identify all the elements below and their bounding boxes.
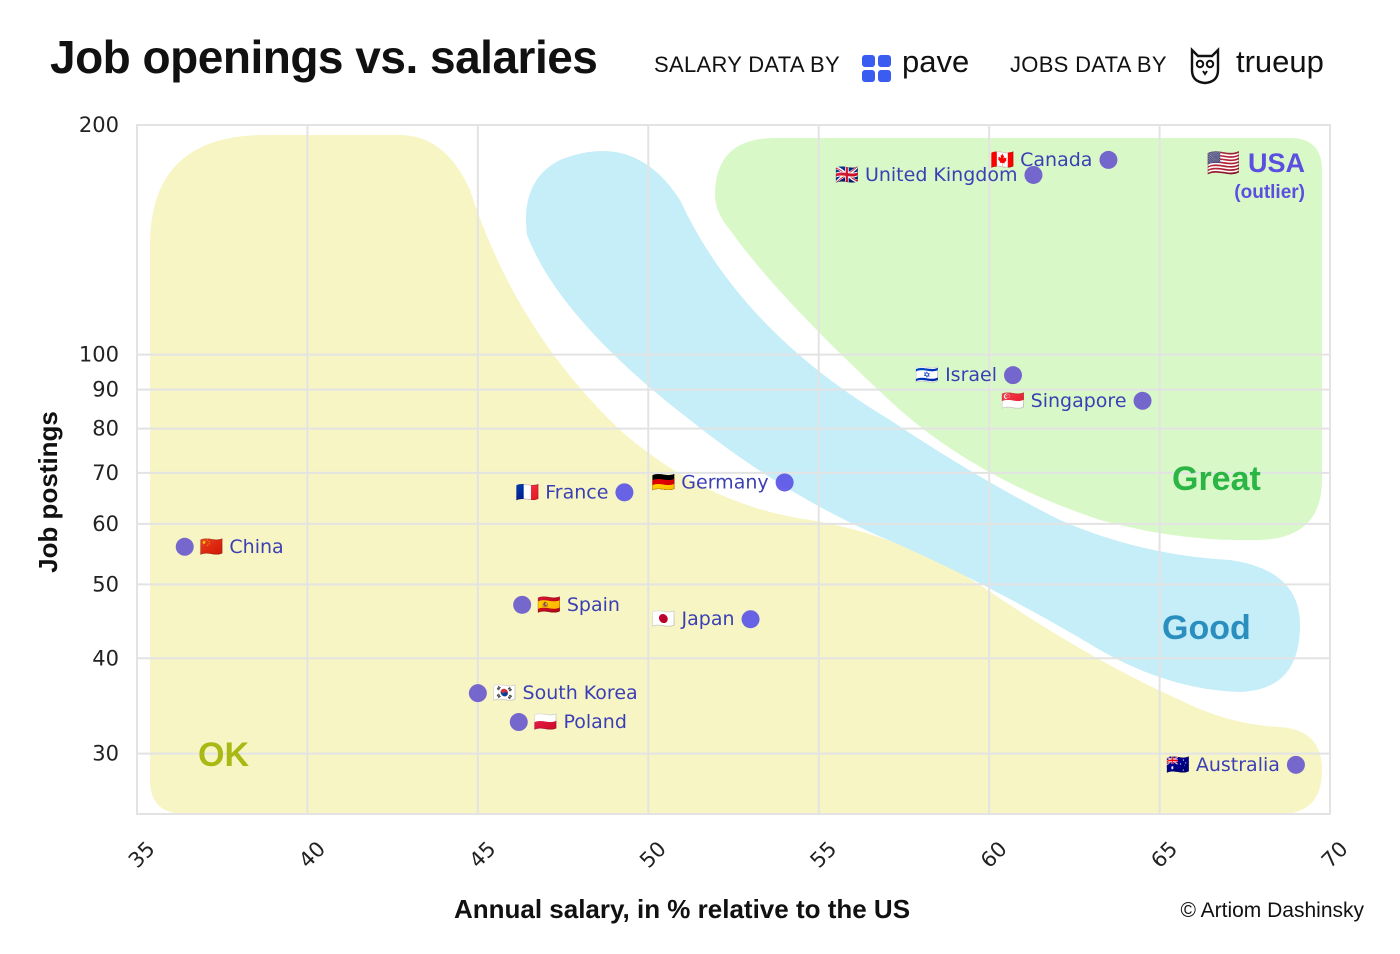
point-label: 🇬🇧 United Kingdom — [835, 164, 1017, 186]
point-france: 🇫🇷 France — [516, 481, 634, 503]
point-israel: 🇮🇱 Israel — [915, 364, 1023, 386]
point-dot — [1133, 391, 1152, 410]
point-spain: 🇪🇸 Spain — [513, 594, 620, 616]
y-tick-label: 40 — [92, 646, 119, 670]
x-tick-label: 55 — [805, 837, 841, 873]
point-china: 🇨🇳 China — [175, 536, 284, 558]
good-region — [525, 151, 1300, 692]
data-points: 🇺🇸 USA (outlier) 🇨🇦 Canada🇬🇧 United Kingdo… — [175, 148, 1305, 776]
region-label-ok: OK — [198, 736, 249, 774]
pave-brand: pave — [902, 44, 970, 79]
y-tick-label: 30 — [92, 742, 119, 766]
point-dot — [1024, 165, 1043, 184]
y-tick-label: 90 — [92, 378, 119, 402]
point-germany: 🇩🇪 Germany — [652, 471, 794, 493]
x-tick-label: 60 — [976, 837, 1012, 873]
y-tick-label: 100 — [79, 343, 119, 367]
point-dot — [513, 595, 532, 614]
point-label: 🇯🇵 Japan — [652, 608, 735, 630]
salary-data-credit: SALARY DATA BY — [654, 52, 840, 77]
trueup-brand: trueup — [1236, 44, 1324, 79]
point-poland: 🇵🇱 Poland — [509, 711, 627, 733]
point-dot — [615, 483, 634, 502]
point-note-usa: (outlier) — [1234, 182, 1305, 203]
point-japan: 🇯🇵 Japan — [652, 608, 760, 630]
y-axis-label: Job postings — [33, 411, 63, 573]
x-tick-label: 65 — [1146, 837, 1182, 873]
x-tick-label: 70 — [1317, 837, 1353, 873]
point-dot — [1286, 755, 1305, 774]
point-usa: 🇺🇸 USA (outlier) — [1207, 148, 1305, 203]
region-label-good: Good — [1162, 609, 1251, 647]
chart-title: Job openings vs. salaries — [50, 31, 598, 83]
point-dot — [1099, 150, 1118, 169]
point-label: 🇦🇺 Australia — [1166, 753, 1280, 776]
point-label: 🇰🇷 South Korea — [493, 682, 638, 704]
y-tick-labels: 30 40 50 60 70 80 90 100 200 — [79, 113, 119, 766]
x-tick-label: 45 — [465, 837, 501, 873]
x-tick-label: 50 — [635, 837, 671, 873]
point-label: 🇵🇱 Poland — [534, 711, 627, 733]
trueup-owl-icon — [1190, 47, 1220, 85]
copyright: © Artiom Dashinsky — [1180, 899, 1364, 922]
x-tick-label: 40 — [294, 837, 330, 873]
point-label: 🇨🇦 Canada — [990, 149, 1092, 171]
point-singapore: 🇸🇬 Singapore — [1001, 390, 1152, 412]
region-shapes — [150, 135, 1322, 814]
point-dot — [741, 610, 760, 629]
jobs-data-credit: JOBS DATA BY — [1010, 52, 1167, 77]
point-label: 🇮🇱 Israel — [915, 364, 997, 386]
grid — [136, 124, 1331, 815]
point-dot — [175, 537, 194, 556]
y-tick-label: 80 — [92, 417, 119, 441]
point-label: 🇨🇳 China — [200, 536, 284, 558]
x-axis-label: Annual salary, in % relative to the US — [454, 894, 910, 924]
point-label-usa: 🇺🇸 USA — [1207, 148, 1305, 178]
x-tick-labels: 35 40 45 50 55 60 65 70 — [124, 837, 1353, 873]
point-label: 🇫🇷 France — [516, 481, 609, 503]
point-united-kingdom: 🇬🇧 United Kingdom — [835, 164, 1043, 186]
point-south-korea: 🇰🇷 South Korea — [468, 682, 638, 704]
point-dot — [509, 713, 528, 732]
point-label: 🇪🇸 Spain — [537, 594, 620, 616]
point-label: 🇩🇪 Germany — [652, 471, 769, 493]
ok-region — [150, 135, 1322, 814]
point-dot — [468, 684, 487, 703]
y-tick-label: 200 — [79, 113, 119, 137]
y-tick-label: 60 — [92, 512, 119, 536]
point-canada: 🇨🇦 Canada — [990, 149, 1118, 171]
y-tick-label: 70 — [92, 461, 119, 485]
great-region — [715, 138, 1322, 541]
point-dot — [775, 473, 794, 492]
region-label-great: Great — [1172, 460, 1261, 498]
x-tick-label: 35 — [124, 837, 160, 873]
point-australia: 🇦🇺 Australia — [1166, 753, 1305, 776]
y-tick-label: 50 — [92, 572, 119, 596]
point-dot — [1004, 366, 1023, 385]
pave-logo-icon — [862, 55, 892, 83]
point-label: 🇸🇬 Singapore — [1001, 390, 1127, 412]
